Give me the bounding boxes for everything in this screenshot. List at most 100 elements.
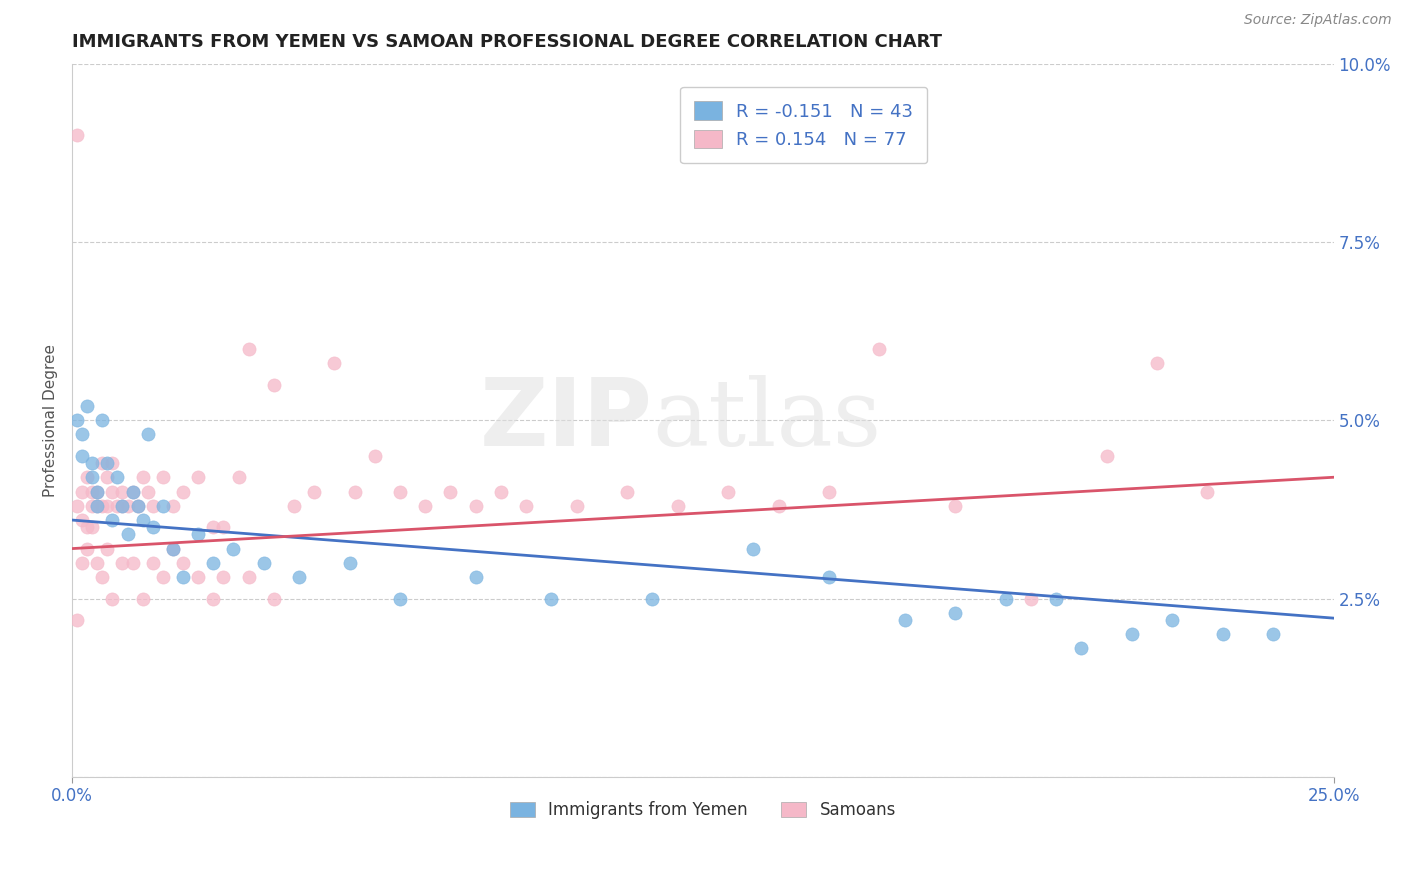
Point	[339, 556, 361, 570]
Point	[263, 377, 285, 392]
Point	[131, 470, 153, 484]
Point	[91, 456, 114, 470]
Point	[464, 499, 486, 513]
Point	[389, 591, 412, 606]
Point	[187, 570, 209, 584]
Point	[76, 541, 98, 556]
Point	[818, 570, 841, 584]
Point	[1121, 627, 1143, 641]
Point	[70, 513, 93, 527]
Point	[66, 613, 89, 627]
Point	[641, 591, 664, 606]
Point	[283, 499, 305, 513]
Point	[82, 484, 104, 499]
Point	[66, 413, 89, 427]
Point	[121, 484, 143, 499]
Point	[1045, 591, 1067, 606]
Point	[818, 484, 841, 499]
Point	[943, 606, 966, 620]
Point	[101, 591, 124, 606]
Point	[162, 541, 184, 556]
Point	[142, 520, 165, 534]
Point	[162, 499, 184, 513]
Point	[91, 413, 114, 427]
Point	[136, 484, 159, 499]
Point	[1019, 591, 1042, 606]
Point	[238, 342, 260, 356]
Point	[82, 499, 104, 513]
Text: atlas: atlas	[652, 376, 882, 466]
Point	[364, 449, 387, 463]
Point	[111, 499, 134, 513]
Point	[202, 520, 225, 534]
Point	[389, 484, 412, 499]
Point	[717, 484, 740, 499]
Point	[111, 556, 134, 570]
Point	[515, 499, 537, 513]
Point	[540, 591, 562, 606]
Point	[136, 427, 159, 442]
Point	[616, 484, 638, 499]
Point	[82, 470, 104, 484]
Point	[142, 499, 165, 513]
Point	[413, 499, 436, 513]
Point	[1095, 449, 1118, 463]
Point	[994, 591, 1017, 606]
Point	[127, 499, 149, 513]
Point	[66, 128, 89, 142]
Point	[768, 499, 790, 513]
Point	[86, 499, 108, 513]
Point	[212, 570, 235, 584]
Point	[86, 499, 108, 513]
Point	[1070, 641, 1092, 656]
Point	[187, 470, 209, 484]
Point	[202, 591, 225, 606]
Point	[212, 520, 235, 534]
Point	[96, 499, 118, 513]
Point	[101, 484, 124, 499]
Point	[238, 570, 260, 584]
Point	[121, 556, 143, 570]
Point	[96, 541, 118, 556]
Point	[742, 541, 765, 556]
Point	[489, 484, 512, 499]
Point	[152, 499, 174, 513]
Point	[76, 470, 98, 484]
Point	[111, 499, 134, 513]
Point	[868, 342, 890, 356]
Point	[70, 427, 93, 442]
Point	[70, 484, 93, 499]
Point	[172, 484, 194, 499]
Point	[86, 484, 108, 499]
Point	[253, 556, 276, 570]
Text: Source: ZipAtlas.com: Source: ZipAtlas.com	[1244, 13, 1392, 28]
Point	[943, 499, 966, 513]
Point	[323, 356, 346, 370]
Point	[76, 399, 98, 413]
Point	[464, 570, 486, 584]
Point	[91, 570, 114, 584]
Point	[1161, 613, 1184, 627]
Text: ZIP: ZIP	[479, 374, 652, 467]
Point	[172, 570, 194, 584]
Point	[101, 513, 124, 527]
Point	[1261, 627, 1284, 641]
Point	[187, 527, 209, 541]
Text: IMMIGRANTS FROM YEMEN VS SAMOAN PROFESSIONAL DEGREE CORRELATION CHART: IMMIGRANTS FROM YEMEN VS SAMOAN PROFESSI…	[72, 33, 942, 51]
Point	[1146, 356, 1168, 370]
Point	[117, 527, 139, 541]
Point	[121, 484, 143, 499]
Point	[96, 470, 118, 484]
Point	[142, 556, 165, 570]
Point	[66, 499, 89, 513]
Point	[343, 484, 366, 499]
Point	[117, 499, 139, 513]
Point	[76, 520, 98, 534]
Point	[70, 556, 93, 570]
Point	[565, 499, 588, 513]
Point	[439, 484, 461, 499]
Point	[893, 613, 915, 627]
Y-axis label: Professional Degree: Professional Degree	[44, 343, 58, 497]
Point	[162, 541, 184, 556]
Point	[82, 456, 104, 470]
